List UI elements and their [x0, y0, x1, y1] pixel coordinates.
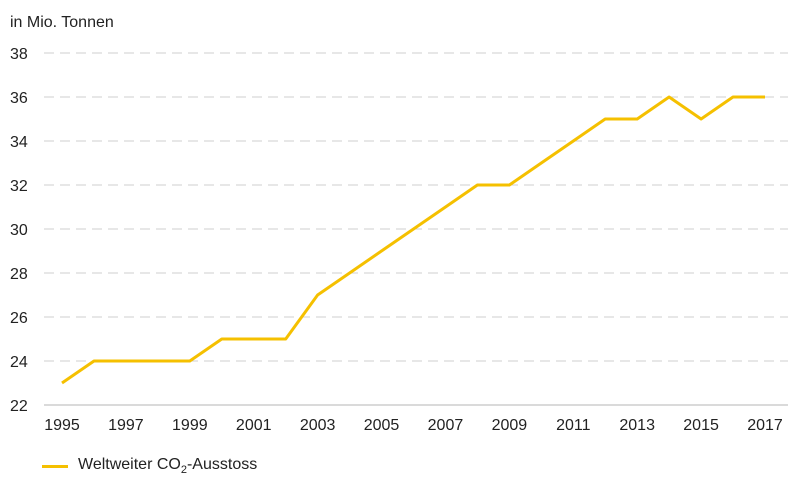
x-tick-label: 2001 — [236, 417, 272, 434]
y-tick-label: 36 — [10, 90, 28, 107]
x-tick-label: 2007 — [428, 417, 464, 434]
x-axis-ticks: 1995 1997 1999 2001 2003 2005 2007 2009 2011 2013… — [44, 417, 783, 434]
y-tick-label: 30 — [10, 222, 28, 239]
y-tick-label: 38 — [10, 46, 28, 63]
y-axis-unit-label: in Mio. Tonnen — [10, 14, 114, 31]
y-tick-label: 24 — [10, 354, 28, 371]
x-tick-label: 2015 — [683, 417, 719, 434]
y-tick-label: 32 — [10, 178, 28, 195]
legend-label-subscript: 2 — [180, 464, 187, 477]
y-tick-label: 22 — [10, 398, 28, 415]
y-tick-label: 26 — [10, 310, 28, 327]
legend: Weltweiter CO2-Ausstoss — [42, 456, 257, 476]
x-tick-label: 2013 — [619, 417, 655, 434]
x-tick-label: 1999 — [172, 417, 208, 434]
y-tick-label: 34 — [10, 134, 28, 151]
y-axis-ticks: 22 24 26 28 30 32 34 36 38 — [10, 46, 28, 415]
x-tick-label: 1995 — [44, 417, 80, 434]
gridlines — [44, 52, 788, 362]
legend-swatch — [42, 464, 68, 468]
y-tick-label: 28 — [10, 266, 28, 283]
series-line — [61, 95, 765, 385]
legend-label-suffix: -Ausstoss — [186, 456, 258, 473]
series-group — [61, 95, 766, 385]
legend-label: Weltweiter CO2-Ausstoss — [78, 456, 257, 476]
x-tick-label: 2009 — [492, 417, 528, 434]
x-tick-label: 2011 — [556, 417, 591, 434]
legend-label-prefix: Weltweiter CO — [78, 456, 181, 473]
x-tick-label: 2005 — [364, 417, 400, 434]
x-tick-label: 2017 — [747, 417, 783, 434]
x-tick-label: 1997 — [108, 417, 144, 434]
x-tick-label: 2003 — [300, 417, 336, 434]
